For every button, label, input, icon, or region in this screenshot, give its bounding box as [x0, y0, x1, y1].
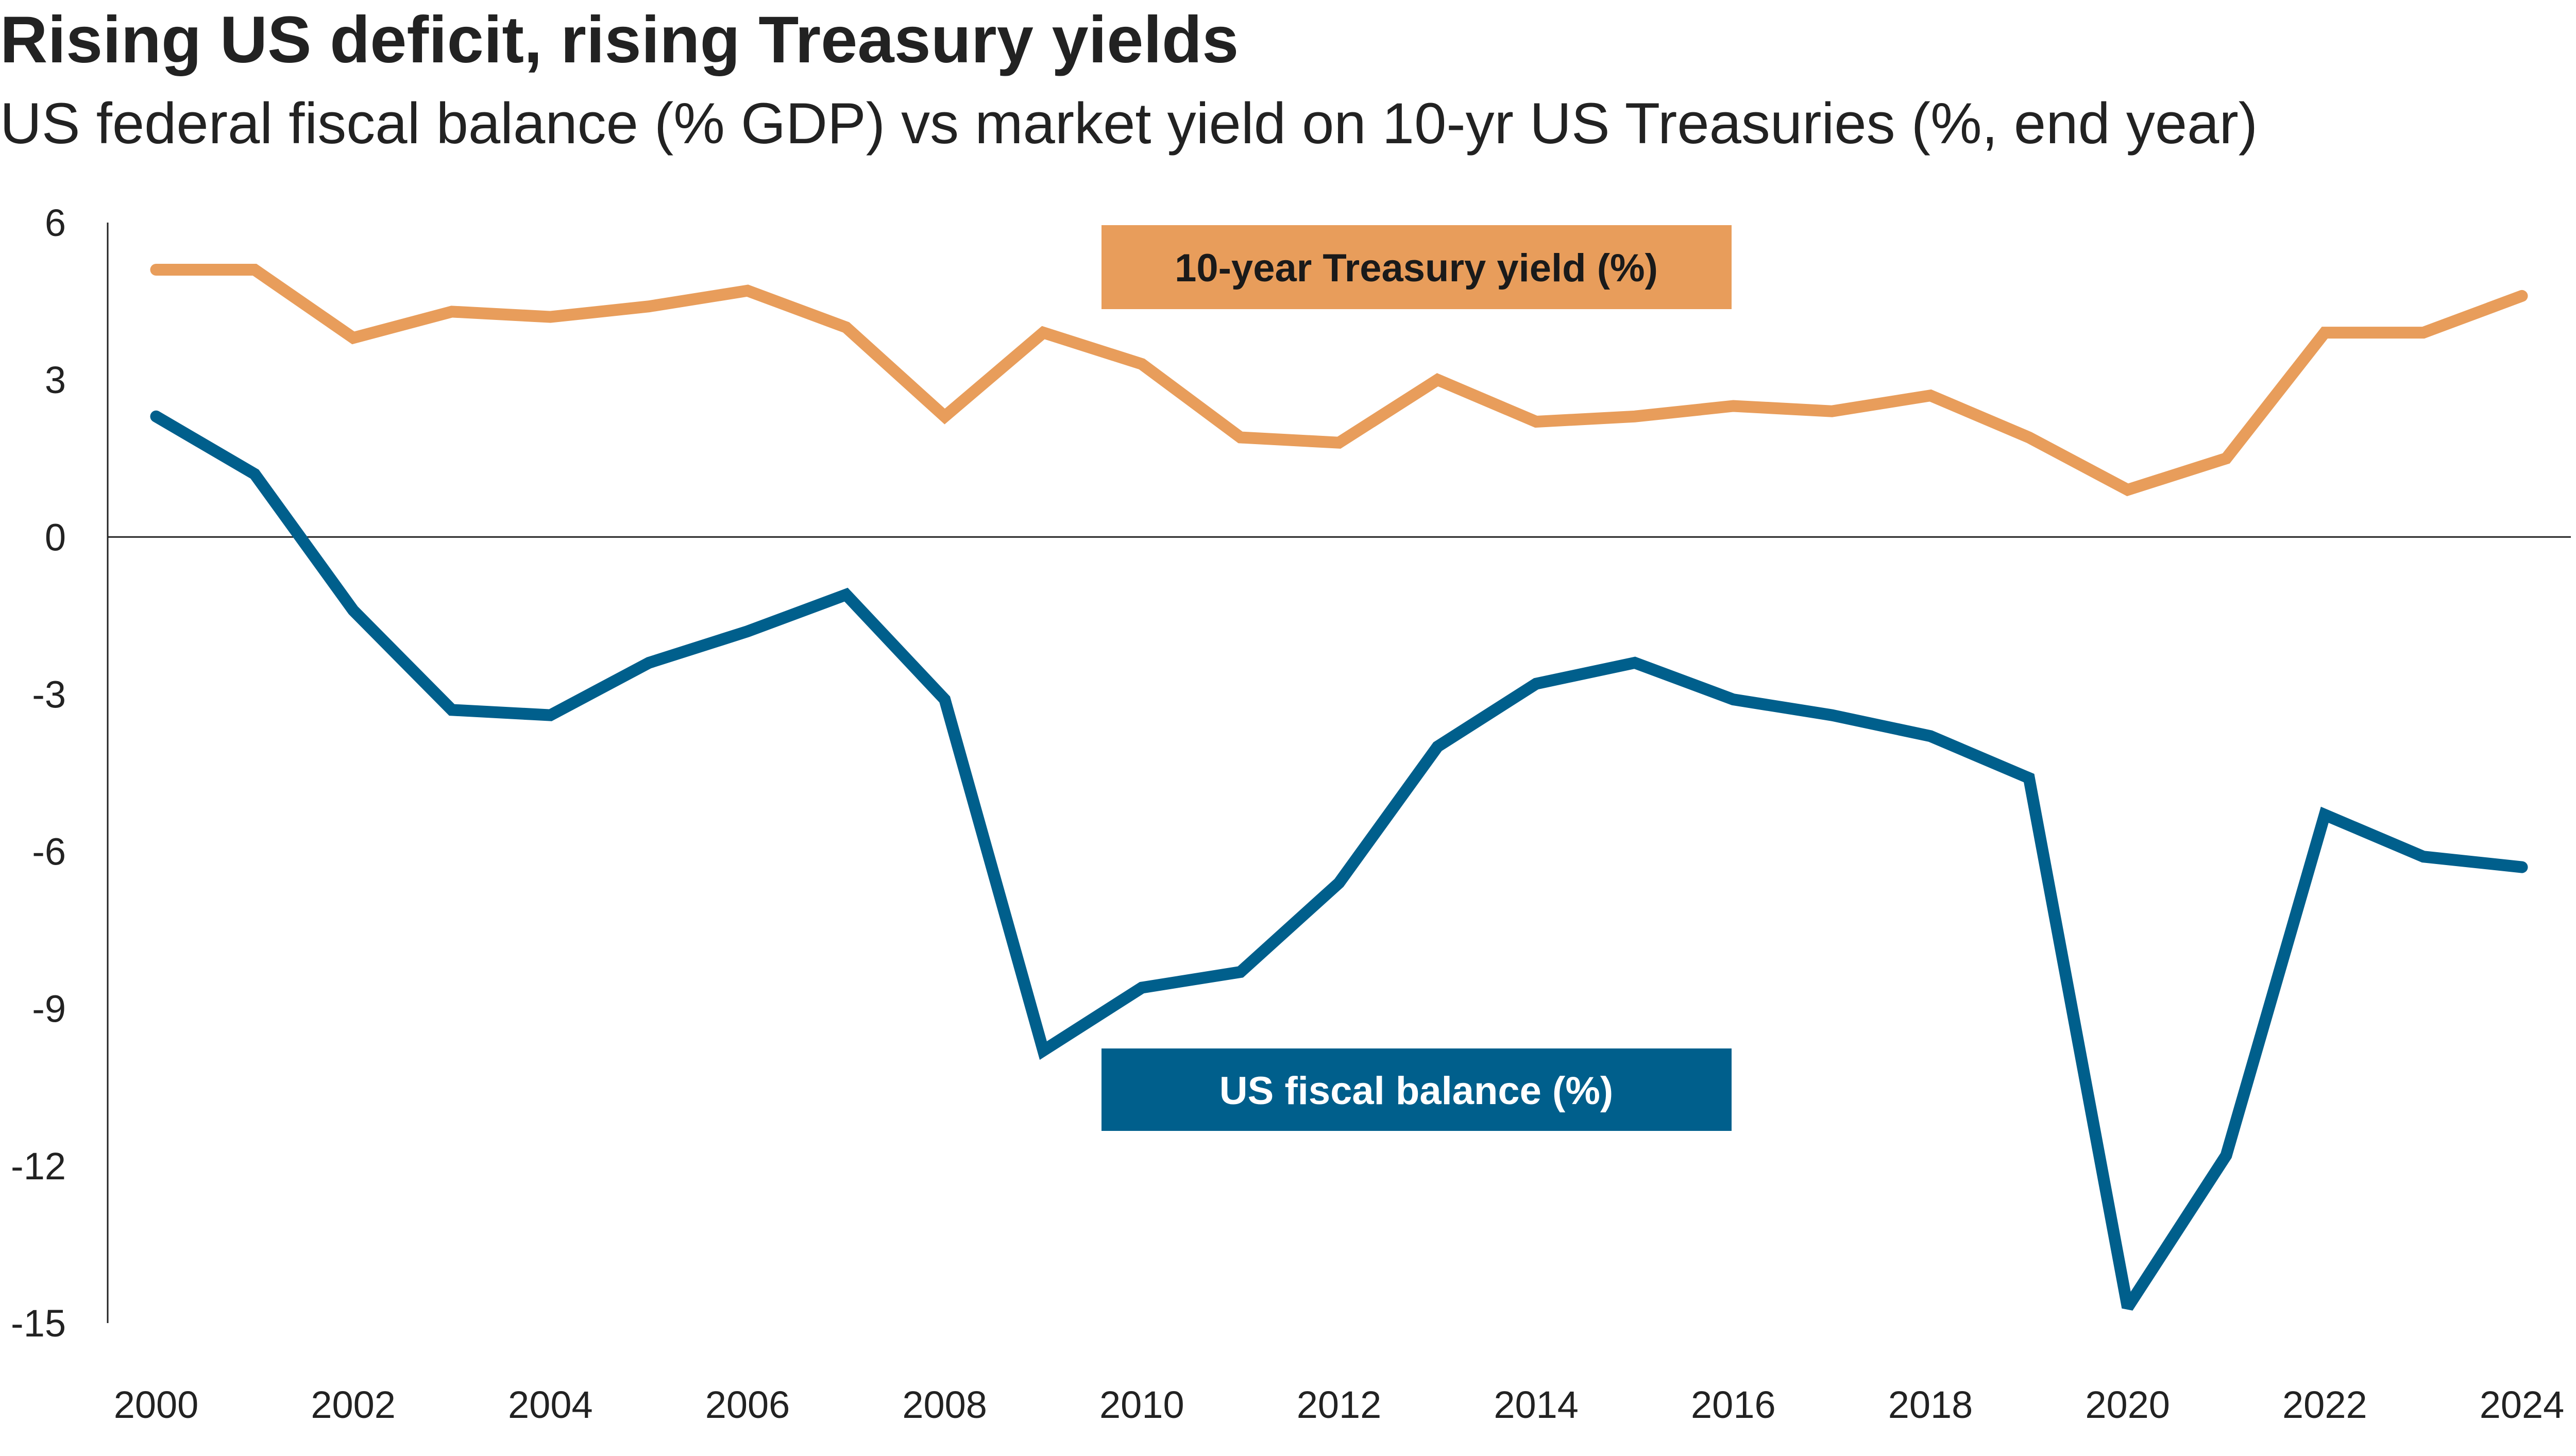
- y-tick-label: -6: [32, 831, 66, 873]
- x-tick-label: 2004: [508, 1383, 593, 1426]
- legend-yield-label: 10-year Treasury yield (%): [1175, 246, 1658, 290]
- legend-balance: US fiscal balance (%): [1101, 1048, 1732, 1131]
- treasury-yield-line: [150, 264, 2528, 497]
- y-tick-label: 3: [45, 359, 66, 401]
- y-tick-label: -3: [32, 673, 66, 716]
- y-tick-label: 0: [45, 516, 66, 558]
- x-tick-label: 2024: [2480, 1383, 2565, 1426]
- x-tick-label: 2010: [1099, 1383, 1184, 1426]
- x-tick-label: 2022: [2282, 1383, 2367, 1426]
- x-tick-label: 2012: [1297, 1383, 1382, 1426]
- x-tick-label: 2018: [1888, 1383, 1973, 1426]
- series-layer: [150, 264, 2528, 1311]
- y-tick-label: -12: [11, 1145, 66, 1188]
- chart-axes: 6 3 0 -3 -6 -9 -12 -15 2000 2002 2004 2006 2008 2010 2…: [11, 201, 2571, 1426]
- x-tick-label: 2014: [1494, 1383, 1579, 1426]
- x-tick-label: 2016: [1691, 1383, 1776, 1426]
- chart-title: Rising US deficit, rising Treasury yield…: [0, 3, 1239, 77]
- x-tick-label: 2008: [902, 1383, 987, 1426]
- y-tick-label: -15: [11, 1302, 66, 1345]
- legend-balance-label: US fiscal balance (%): [1219, 1069, 1614, 1113]
- legend-balance-box: [1101, 1048, 1732, 1131]
- legend-yield-box: [1101, 225, 1732, 309]
- x-tick-label: 2002: [311, 1383, 396, 1426]
- fiscal-balance-line: [150, 410, 2528, 1311]
- x-tick-label: 2006: [705, 1383, 790, 1426]
- x-tick-label: 2020: [2085, 1383, 2170, 1426]
- x-tick-label: 2000: [114, 1383, 199, 1426]
- legend-yield: 10-year Treasury yield (%): [1101, 225, 1732, 309]
- y-tick-label: -9: [32, 988, 66, 1030]
- y-tick-label: 6: [45, 201, 66, 244]
- chart-subtitle: US federal fiscal balance (% GDP) vs mar…: [0, 91, 2258, 156]
